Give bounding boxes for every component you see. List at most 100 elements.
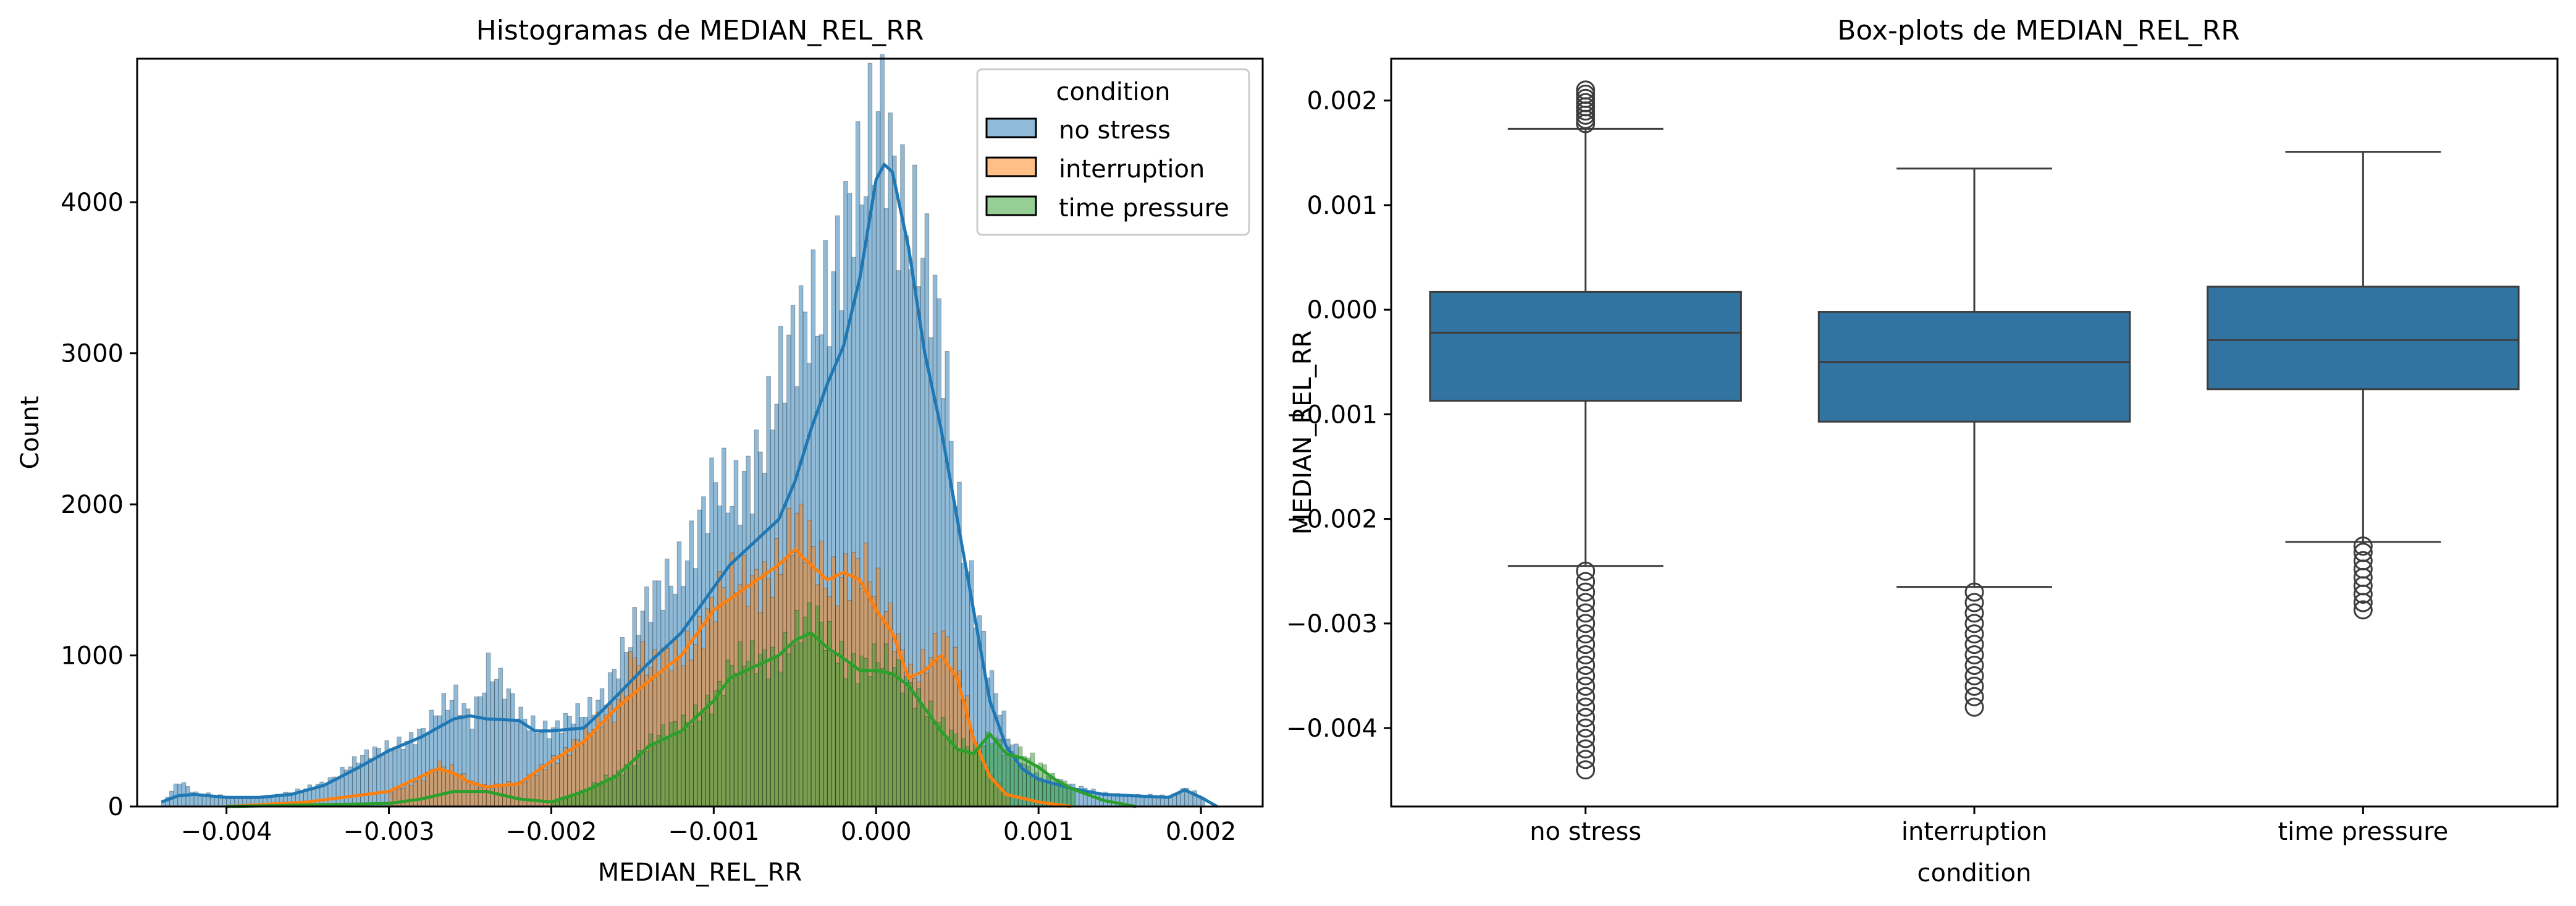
outlier-point bbox=[1964, 582, 1984, 602]
outlier-point bbox=[1576, 739, 1596, 759]
outlier-point bbox=[1576, 656, 1596, 675]
hist-bar-no-stress bbox=[372, 746, 377, 807]
box-time-pressure bbox=[2207, 151, 2520, 620]
outlier-point bbox=[1576, 645, 1596, 665]
outlier-point bbox=[1964, 656, 1984, 675]
hist-bar-time-pressure bbox=[684, 722, 690, 807]
hist-bar-no-stress bbox=[351, 756, 357, 807]
histogram-bars bbox=[161, 54, 1206, 807]
hist-bar-time-pressure bbox=[819, 622, 824, 807]
hist-y-tick-label: 3000 bbox=[61, 340, 124, 368]
hist-x-tick-label: 0.002 bbox=[1166, 818, 1237, 846]
hist-bar-time-pressure bbox=[676, 732, 682, 807]
hist-bar-time-pressure bbox=[778, 671, 783, 807]
hist-bar-time-pressure bbox=[859, 655, 865, 807]
outlier-point bbox=[1576, 603, 1596, 623]
boxplot-x-ticks: no stress interruption time pressure bbox=[1530, 807, 2448, 846]
hist-bar-time-pressure bbox=[786, 653, 791, 807]
hist-bar-time-pressure bbox=[713, 690, 718, 807]
legend-swatch-interruption bbox=[985, 156, 1037, 177]
legend-swatch-time-pressure bbox=[985, 195, 1037, 216]
hist-bar-interruption bbox=[550, 755, 556, 807]
outlier-point bbox=[1964, 645, 1984, 665]
box-y-tick-label: −0.003 bbox=[1286, 610, 1378, 638]
histogram-kde-lines bbox=[161, 163, 1218, 808]
outlier-point bbox=[1964, 624, 1984, 644]
hist-bar-time-pressure bbox=[945, 737, 950, 807]
hist-bar-time-pressure bbox=[981, 745, 987, 807]
hist-bar-time-pressure bbox=[843, 678, 848, 807]
outlier-point bbox=[1576, 614, 1596, 633]
hist-bar-time-pressure bbox=[993, 737, 998, 807]
hist-bar-time-pressure bbox=[741, 666, 747, 807]
legend-entry-interruption: interruption bbox=[1059, 155, 1205, 184]
legend-entry-no-stress: no stress bbox=[1059, 116, 1171, 145]
hist-bar-time-pressure bbox=[705, 695, 710, 807]
box-interruption bbox=[1817, 167, 2131, 717]
hist-bar-interruption bbox=[433, 771, 438, 807]
hist-bar-no-stress bbox=[340, 766, 345, 807]
outlier-point bbox=[1576, 729, 1596, 748]
hist-bar-time-pressure bbox=[664, 737, 670, 807]
hist-bar-time-pressure bbox=[717, 680, 722, 807]
outlier-point bbox=[1576, 593, 1596, 612]
hist-bar-time-pressure bbox=[640, 753, 646, 807]
hist-bar-interruption bbox=[445, 769, 450, 807]
hist-bar-time-pressure bbox=[823, 650, 828, 807]
boxplot-panel: Box-plots de MEDIAN_REL_RR no stress inte… bbox=[1286, 15, 2559, 887]
hist-bar-time-pressure bbox=[912, 708, 917, 807]
hist-bar-time-pressure bbox=[1058, 784, 1064, 807]
outlier-point bbox=[1576, 676, 1596, 696]
outlier-point bbox=[1576, 718, 1596, 738]
hist-bar-time-pressure bbox=[875, 662, 881, 807]
hist-bar-time-pressure bbox=[758, 654, 763, 807]
box-y-tick-label: 0.002 bbox=[1307, 87, 1378, 116]
hist-bar-time-pressure bbox=[632, 765, 637, 807]
hist-bar-no-stress bbox=[486, 652, 491, 807]
hist-bar-time-pressure bbox=[867, 676, 873, 807]
hist-bar-time-pressure bbox=[709, 713, 714, 807]
kde-line-no-stress bbox=[161, 163, 1218, 808]
box-x-tick-label: interruption bbox=[1901, 818, 2047, 846]
outlier-point bbox=[1576, 85, 1596, 104]
outlier-point bbox=[1576, 697, 1596, 717]
box-y-tick-label: −0.001 bbox=[1286, 400, 1378, 429]
box-x-tick-label: no stress bbox=[1530, 818, 1641, 846]
hist-bar-no-stress bbox=[368, 758, 373, 807]
outlier-point bbox=[1964, 603, 1984, 623]
hist-y-tick-label: 4000 bbox=[61, 188, 124, 217]
boxplot-y-axis-label: MEDIAN_REL_RR bbox=[1289, 331, 1317, 535]
hist-bar-time-pressure bbox=[782, 632, 788, 807]
hist-bar-time-pressure bbox=[790, 645, 796, 807]
hist-bar-time-pressure bbox=[656, 735, 662, 807]
hist-bar-time-pressure bbox=[835, 663, 840, 807]
hist-bar-time-pressure bbox=[957, 749, 962, 807]
hist-series-time-pressure bbox=[550, 602, 1075, 807]
legend-frame bbox=[976, 68, 1250, 236]
hist-x-tick-label: −0.002 bbox=[505, 818, 597, 846]
box-iqr bbox=[1429, 290, 1742, 402]
histogram-title: Histogramas de MEDIAN_REL_RR bbox=[476, 15, 924, 46]
outlier-point bbox=[1964, 687, 1984, 706]
hist-x-tick-label: −0.004 bbox=[181, 818, 272, 846]
hist-bar-interruption bbox=[417, 776, 422, 807]
hist-bar-no-stress bbox=[1176, 794, 1181, 807]
outlier-point bbox=[2353, 600, 2373, 620]
hist-bar-time-pressure bbox=[855, 683, 861, 807]
hist-bar-time-pressure bbox=[798, 642, 804, 807]
box-y-tick-label: 0.000 bbox=[1307, 296, 1378, 324]
hist-bar-time-pressure bbox=[1030, 752, 1035, 807]
outlier-point bbox=[1964, 614, 1984, 633]
hist-bar-time-pressure bbox=[932, 723, 938, 807]
hist-bar-time-pressure bbox=[864, 658, 869, 807]
outlier-point bbox=[2353, 536, 2373, 556]
hist-bar-time-pressure bbox=[636, 750, 641, 807]
hist-bar-time-pressure bbox=[920, 706, 925, 807]
outlier-point bbox=[1964, 676, 1984, 696]
hist-bar-time-pressure bbox=[660, 724, 665, 807]
hist-bar-time-pressure bbox=[892, 667, 897, 807]
hist-bar-time-pressure bbox=[701, 712, 706, 807]
outlier-point bbox=[2353, 593, 2373, 612]
boxplot-boxes bbox=[1429, 80, 2520, 780]
